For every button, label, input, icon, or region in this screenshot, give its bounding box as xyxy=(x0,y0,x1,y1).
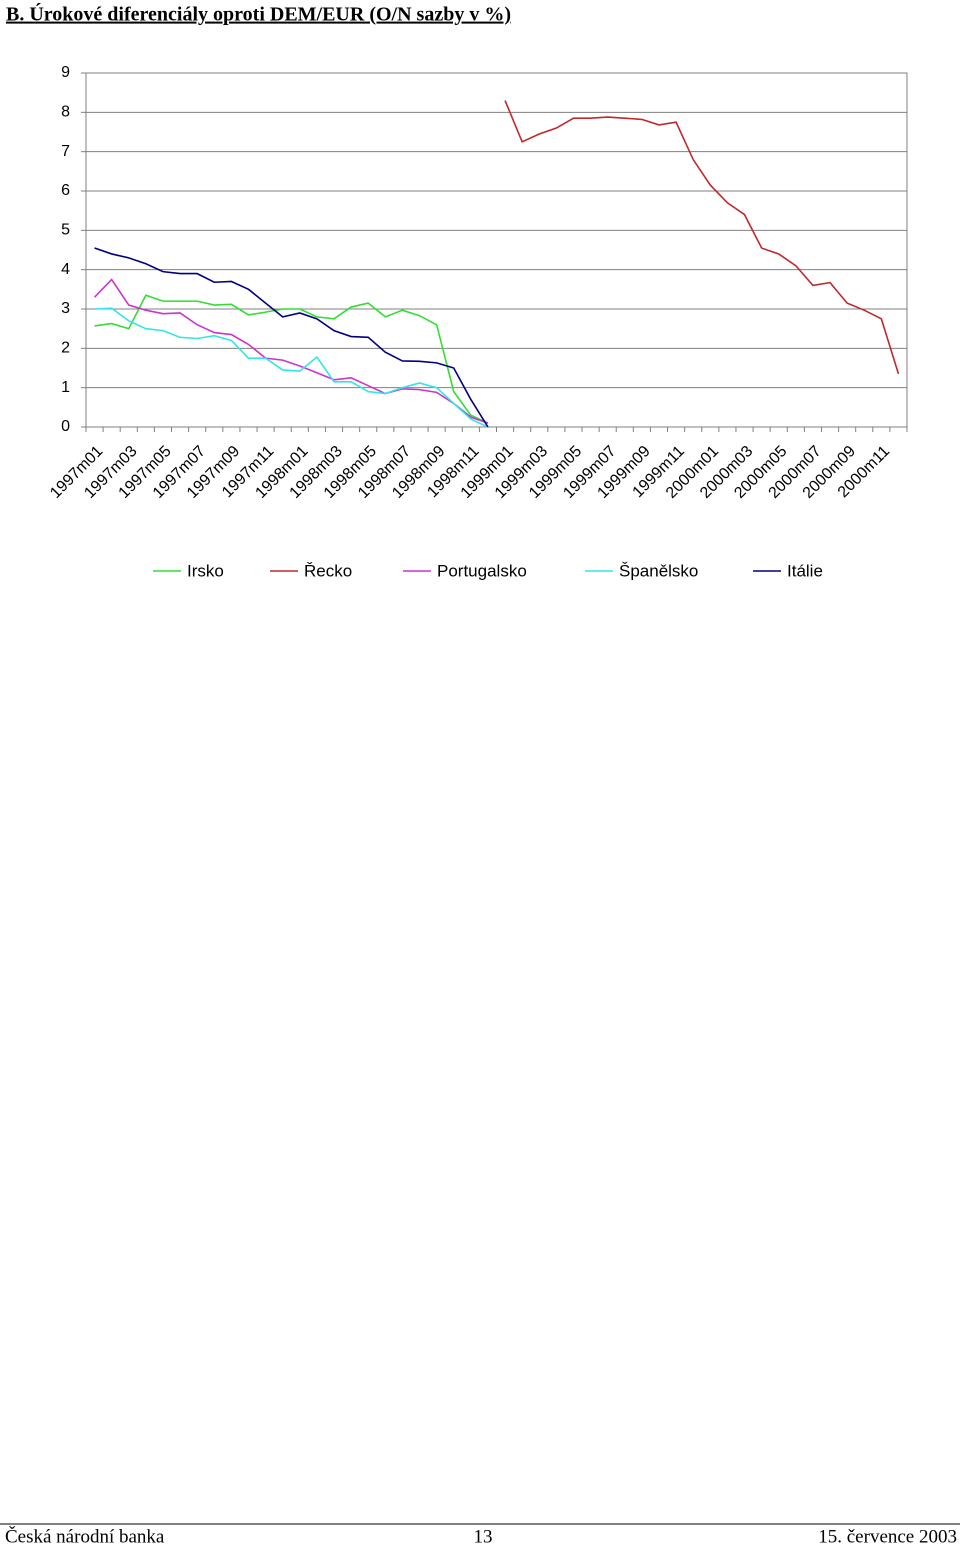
legend-label: Řecko xyxy=(304,561,352,580)
y-tick-label: 4 xyxy=(61,261,70,278)
y-tick-label: 9 xyxy=(61,64,70,81)
y-tick-label: 2 xyxy=(61,340,70,357)
legend-label: Itálie xyxy=(787,561,823,580)
y-tick-label: 7 xyxy=(61,143,70,160)
legend-label: Irsko xyxy=(187,561,224,580)
plot-frame xyxy=(85,72,908,428)
footer-right: 15. července 2003 xyxy=(818,1526,957,1547)
footer-left: Česká národní banka xyxy=(5,1525,165,1547)
series-line xyxy=(93,278,489,424)
y-tick-label: 1 xyxy=(61,379,70,396)
y-tick-label: 3 xyxy=(61,300,70,317)
heading: B. Úrokové diferenciály oproti DEM/EUR (… xyxy=(6,2,511,26)
y-tick-label: 8 xyxy=(61,104,70,121)
series-line xyxy=(504,100,900,375)
y-tick-label: 5 xyxy=(61,222,70,239)
series-line xyxy=(94,307,489,428)
series-line xyxy=(94,294,489,424)
series-line xyxy=(94,247,489,428)
y-tick-label: 6 xyxy=(61,182,70,199)
legend-label: Portugalsko xyxy=(437,561,527,580)
y-tick-label: 0 xyxy=(61,418,70,435)
footer-center: 13 xyxy=(474,1526,493,1547)
legend-label: Španělsko xyxy=(619,561,698,580)
